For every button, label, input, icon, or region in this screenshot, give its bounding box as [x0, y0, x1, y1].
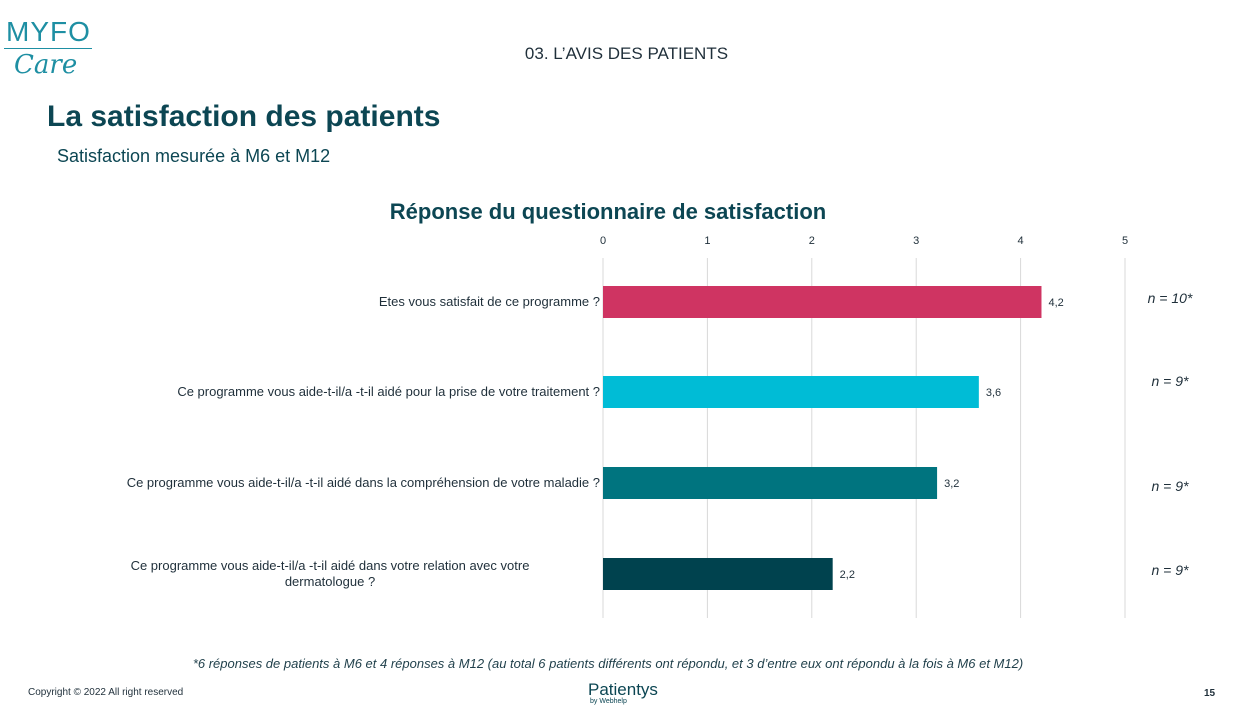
value-label: 3,6: [986, 387, 1001, 399]
chart-title: Réponse du questionnaire de satisfaction: [389, 199, 827, 224]
x-tick-label: 5: [1122, 235, 1128, 247]
page-number: 15: [1204, 688, 1216, 699]
category-label: Ce programme vous aide-t-il/a -t-il aidé…: [60, 384, 600, 400]
satisfaction-bar-chart: 0 1 2 3 4 5 4,2 3,6 3,2 2,2: [600, 235, 1128, 618]
n-label: n = 10*: [1147, 290, 1193, 306]
value-label: 3,2: [944, 478, 959, 490]
n-label: n = 9*: [1151, 373, 1189, 389]
section-heading: 03. L’AVIS DES PATIENTS: [524, 44, 729, 63]
copyright: Copyright © 2022 All right reserved: [28, 687, 184, 698]
category-label-line: Etes vous satisfait de ce programme ?: [378, 294, 600, 309]
value-label: 4,2: [1048, 297, 1063, 309]
category-label-line: dermatologue ?: [284, 574, 376, 589]
footnote: *6 réponses de patients à M6 et 4 répons…: [192, 656, 1024, 671]
x-tick-label: 1: [704, 235, 710, 247]
patientys-logo: Patientys by Webhelp: [588, 680, 668, 705]
category-label: Etes vous satisfait de ce programme ?: [60, 294, 600, 310]
value-label: 2,2: [840, 569, 855, 581]
brand-by: by Webhelp: [590, 698, 627, 705]
logo-wordmark: MYFO: [6, 16, 91, 47]
bar: [603, 558, 833, 590]
logo-divider: [4, 48, 92, 49]
n-label: n = 9*: [1151, 478, 1189, 494]
category-label-line: Ce programme vous aide-t-il/a -t-il aidé…: [130, 558, 530, 573]
page-title: La satisfaction des patients: [47, 100, 441, 133]
bar: [603, 286, 1042, 318]
bar: [603, 467, 938, 499]
n-label: n = 9*: [1151, 562, 1189, 578]
x-tick-label: 0: [600, 235, 606, 247]
x-tick-label: 2: [809, 235, 815, 247]
x-tick-label: 3: [913, 235, 919, 247]
x-tick-label: 4: [1018, 235, 1024, 247]
brand-name: Patientys: [588, 680, 658, 699]
category-label-line: Ce programme vous aide-t-il/a -t-il aidé…: [177, 384, 600, 399]
page-subtitle: Satisfaction mesurée à M6 et M12: [57, 146, 331, 166]
myfo-care-logo: MYFO Care: [4, 16, 94, 88]
category-label-line: Ce programme vous aide-t-il/a -t-il aidé…: [126, 475, 600, 490]
bar: [603, 376, 979, 408]
category-label: Ce programme vous aide-t-il/a -t-il aidé…: [60, 475, 600, 491]
category-label: Ce programme vous aide-t-il/a -t-il aidé…: [60, 558, 600, 590]
logo-script: Care: [14, 50, 78, 80]
